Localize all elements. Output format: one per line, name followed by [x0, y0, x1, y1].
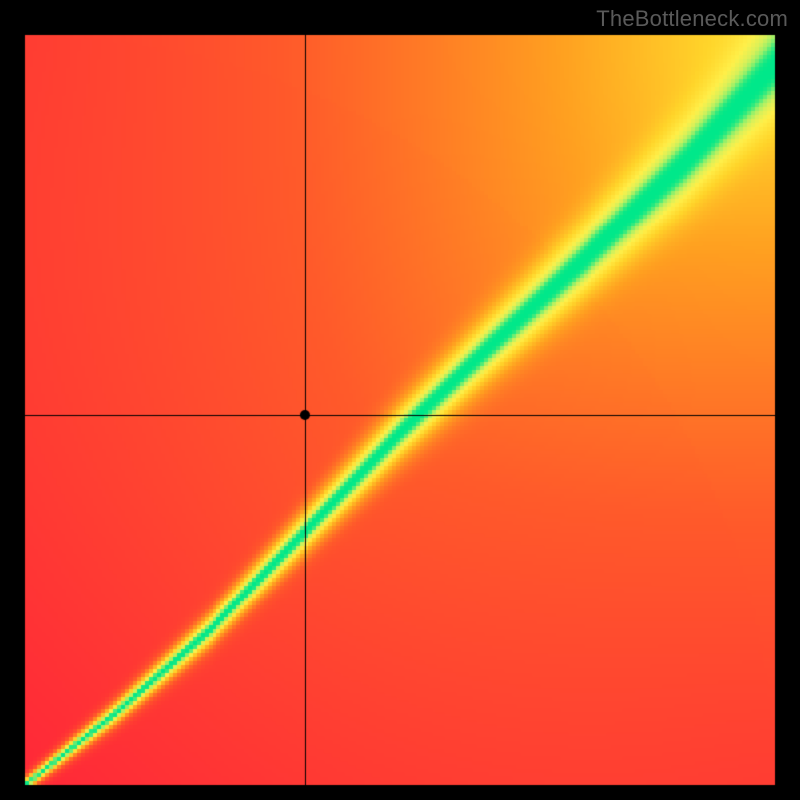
chart-container: TheBottleneck.com [0, 0, 800, 800]
heatmap-canvas [0, 0, 800, 800]
watermark-text: TheBottleneck.com [596, 6, 788, 32]
